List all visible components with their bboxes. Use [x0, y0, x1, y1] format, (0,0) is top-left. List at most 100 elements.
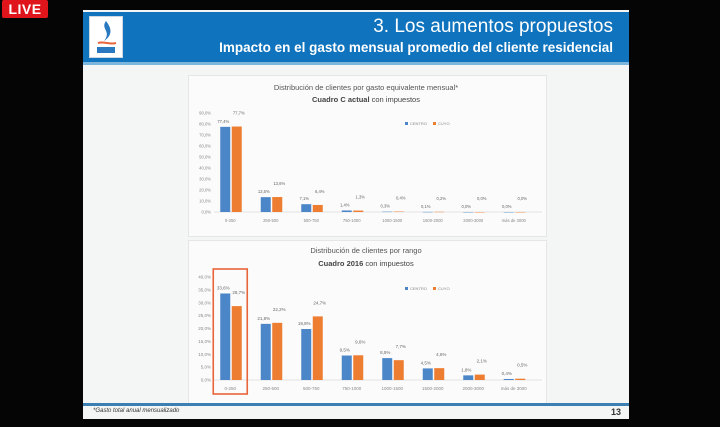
- data-label: 28,7%: [232, 290, 245, 295]
- data-label: 77,4%: [217, 119, 229, 124]
- chart-subtitle: Cuadro 2016 con impuestos: [318, 259, 414, 268]
- page-number: 13: [610, 407, 621, 417]
- legend-label: CUYO: [438, 286, 450, 291]
- legend-swatch-cuyo: [433, 287, 436, 290]
- legend-swatch-centro: [405, 287, 408, 290]
- y-tick-label: 5,0%: [201, 365, 211, 370]
- data-label: 24,7%: [313, 300, 326, 305]
- y-tick-label: 0,0%: [201, 210, 211, 215]
- data-label: 2,1%: [477, 359, 487, 364]
- y-tick-label: 20,0%: [198, 326, 211, 331]
- bar-centro: [220, 293, 231, 380]
- highlight-box: [212, 268, 249, 395]
- y-tick-label: 90,0%: [199, 111, 211, 116]
- data-label: 8,5%: [380, 350, 390, 355]
- x-tick-label: más de 3000: [501, 386, 528, 391]
- bar-centro: [301, 204, 312, 212]
- data-label: 1,8%: [461, 367, 471, 372]
- x-tick-label: 500-750: [304, 218, 320, 223]
- y-tick-label: 80,0%: [199, 122, 211, 127]
- data-label: 19,8%: [298, 321, 311, 326]
- bar-cuyo: [272, 322, 283, 380]
- y-tick-label: 10,0%: [199, 199, 211, 204]
- x-tick-label: 750-1000: [343, 218, 361, 223]
- y-tick-label: 35,0%: [198, 287, 211, 292]
- bar-cuyo: [393, 360, 404, 380]
- y-tick-label: 40,0%: [198, 275, 211, 280]
- x-tick-label: 0-250: [224, 386, 236, 391]
- bar-centro: [341, 355, 352, 380]
- bar-cuyo: [515, 378, 526, 380]
- legend-label: CUYO: [438, 121, 450, 126]
- legend-label: CENTRO: [410, 286, 427, 291]
- bar-centro: [422, 368, 433, 380]
- y-tick-label: 50,0%: [199, 155, 211, 160]
- y-tick-label: 20,0%: [199, 188, 211, 193]
- chart-panel-actual: [188, 75, 547, 237]
- data-label: 22,2%: [273, 307, 286, 312]
- data-label: 21,8%: [257, 316, 270, 321]
- data-label: 4,6%: [436, 352, 446, 357]
- bar-cuyo: [353, 355, 364, 380]
- y-tick-label: 15,0%: [198, 339, 211, 344]
- bar-cuyo: [312, 204, 323, 212]
- bar-cuyo: [272, 197, 283, 212]
- footnote: *Gasto total anual mensualizado: [93, 408, 180, 414]
- x-tick-label: 2000-3000: [462, 386, 484, 391]
- logo-icon: [97, 21, 117, 53]
- legend-swatch-centro: [405, 122, 408, 125]
- y-tick-label: 30,0%: [199, 177, 211, 182]
- slide-header: 3. Los aumentos propuestos Impacto en el…: [83, 12, 629, 62]
- bar-cuyo: [231, 126, 242, 212]
- data-label: 77,7%: [233, 111, 245, 116]
- y-tick-label: 40,0%: [199, 166, 211, 171]
- header-divider: [83, 62, 629, 65]
- x-tick-label: 0-250: [225, 218, 236, 223]
- x-tick-label: 250-500: [263, 218, 279, 223]
- x-tick-label: 250-500: [262, 386, 279, 391]
- x-tick-label: 1500-2000: [422, 386, 444, 391]
- y-tick-label: 30,0%: [198, 300, 211, 305]
- chart-subtitle: Cuadro C actual con impuestos: [312, 95, 420, 104]
- data-label: 13,5%: [258, 189, 270, 194]
- data-label: 9,5%: [340, 348, 350, 353]
- data-label: 4,5%: [421, 360, 431, 365]
- x-tick-label: 1000-1500: [381, 386, 403, 391]
- chart-title: Distribución de clientes por gasto equiv…: [274, 83, 458, 92]
- slide-subtitle: Impacto en el gasto mensual promedio del…: [219, 40, 613, 55]
- data-label: 0,5%: [517, 363, 527, 368]
- x-tick-label: 2000-3000: [463, 218, 484, 223]
- x-tick-label: 1000-1500: [382, 218, 403, 223]
- bar-centro: [220, 126, 231, 212]
- data-label: 9,6%: [355, 339, 365, 344]
- bar-centro: [503, 378, 514, 380]
- bar-cuyo: [353, 210, 364, 212]
- data-label: 6,4%: [315, 189, 325, 194]
- bar-centro: [260, 197, 271, 212]
- data-label: 0,1%: [421, 204, 431, 209]
- data-label: 1,3%: [355, 195, 365, 200]
- x-tick-label: más de 3000: [502, 218, 527, 223]
- data-label: 0,2%: [436, 196, 446, 201]
- x-tick-label: 750-1000: [342, 386, 362, 391]
- legend-label: CENTRO: [410, 121, 427, 126]
- bar-centro: [341, 210, 352, 212]
- y-tick-label: 70,0%: [199, 133, 211, 138]
- logo: [89, 16, 123, 58]
- footer-divider: [83, 403, 629, 406]
- bar-cuyo: [434, 368, 445, 380]
- data-label: 0,4%: [502, 371, 512, 376]
- data-label: 7,7%: [396, 344, 406, 349]
- data-label: 33,6%: [217, 285, 230, 290]
- bar-centro: [260, 323, 271, 380]
- bar-cuyo: [231, 306, 242, 380]
- data-label: 7,1%: [299, 196, 309, 201]
- chart-title: Distribución de clientes por rango: [310, 246, 421, 255]
- x-tick-label: 500-750: [303, 386, 320, 391]
- y-tick-label: 25,0%: [198, 313, 211, 318]
- data-label: 0,0%: [461, 204, 471, 209]
- data-label: 0,0%: [517, 196, 527, 201]
- y-tick-label: 60,0%: [199, 144, 211, 149]
